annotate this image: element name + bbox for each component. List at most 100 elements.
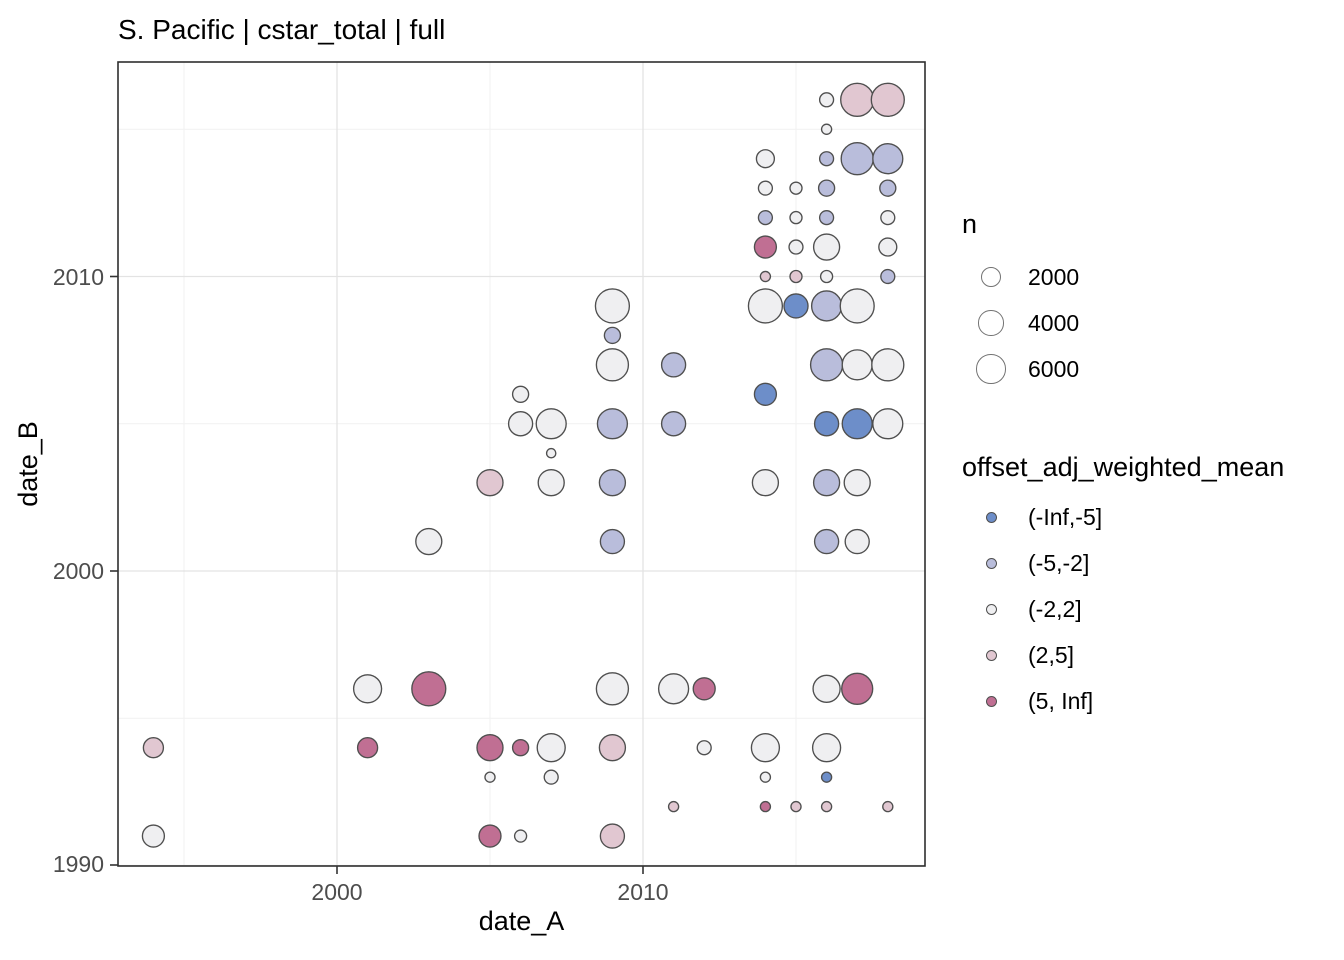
data-point: [537, 468, 565, 497]
data-point: [880, 209, 896, 226]
data-point: [839, 288, 875, 324]
data-point: [696, 740, 712, 756]
data-point: [594, 288, 631, 324]
data-point: [507, 411, 534, 437]
data-point: [753, 235, 778, 259]
data-point: [840, 82, 875, 117]
data-point: [484, 771, 496, 783]
color-legend-label: (-Inf,-5]: [1028, 504, 1103, 530]
data-point: [352, 674, 383, 704]
data-point: [882, 800, 894, 813]
data-point: [818, 209, 835, 226]
data-point: [819, 269, 834, 284]
data-point: [811, 733, 842, 763]
data-point: [820, 771, 833, 783]
data-point: [790, 800, 802, 813]
data-point: [813, 411, 840, 437]
data-point: [871, 348, 905, 382]
data-point: [598, 734, 627, 762]
data-point: [142, 737, 165, 759]
data-point: [141, 824, 166, 848]
chart-title: S. Pacific | cstar_total | full: [118, 14, 446, 45]
data-point: [870, 82, 905, 117]
data-point: [880, 268, 896, 285]
data-point: [356, 737, 379, 759]
data-point: [759, 270, 772, 283]
data-point: [599, 528, 626, 555]
data-point: [603, 326, 622, 345]
data-point: [789, 181, 803, 195]
data-point: [476, 734, 504, 762]
data-point: [872, 408, 904, 440]
data-point: [415, 527, 443, 556]
data-point: [595, 348, 630, 382]
data-point: [478, 824, 502, 848]
data-point: [783, 293, 809, 319]
color-legend-dot: [985, 603, 997, 615]
data-point: [843, 468, 871, 497]
data-point: [818, 151, 835, 167]
data-point: [757, 180, 774, 196]
size-legend-title: n: [962, 209, 978, 239]
data-point: [759, 771, 772, 783]
data-point: [789, 210, 803, 225]
y-tick-label: 1990: [52, 851, 104, 877]
color-legend-dot: [985, 695, 997, 707]
x-tick-label: 2010: [617, 879, 669, 905]
x-tick-label: 2000: [311, 879, 363, 905]
data-point: [841, 672, 874, 705]
data-point: [513, 829, 528, 843]
data-point: [820, 800, 833, 813]
data-point: [810, 290, 843, 322]
data-point: [511, 385, 530, 403]
data-point: [536, 733, 566, 763]
panel-background: [118, 62, 925, 866]
data-point: [411, 671, 447, 707]
data-point: [751, 468, 780, 497]
data-point: [820, 123, 833, 135]
data-point: [788, 239, 804, 255]
data-point: [759, 800, 772, 813]
color-legend-label: (-2,2]: [1028, 596, 1082, 622]
size-legend-label: 4000: [1028, 310, 1080, 336]
data-point: [809, 348, 844, 382]
color-legend-label: (5, Inf]: [1028, 688, 1094, 714]
color-legend-label: (-5,-2]: [1028, 550, 1090, 576]
color-legend-dot: [985, 649, 997, 661]
data-point: [535, 408, 567, 440]
x-axis-title: date_A: [478, 906, 565, 936]
data-point: [841, 349, 873, 381]
data-point: [755, 149, 776, 169]
data-point: [789, 269, 803, 284]
panel-border: [117, 61, 926, 867]
data-point: [872, 143, 904, 175]
data-point: [818, 92, 835, 108]
data-point: [750, 733, 781, 763]
data-point: [660, 352, 687, 378]
data-point: [841, 408, 873, 440]
y-axis-title: date_B: [13, 421, 43, 507]
size-legend-circle: [978, 310, 1004, 336]
data-point: [660, 411, 687, 437]
color-legend-dot: [985, 511, 997, 523]
size-legend-circle: [976, 354, 1006, 384]
data-point: [813, 528, 840, 555]
data-point: [667, 800, 680, 813]
data-point: [817, 179, 836, 197]
data-point: [543, 769, 559, 785]
data-point: [598, 468, 627, 497]
data-point: [747, 288, 784, 324]
data-point: [476, 468, 504, 497]
data-point: [812, 468, 841, 497]
data-point: [599, 823, 626, 849]
data-point: [757, 209, 774, 226]
color-legend-dot: [985, 557, 997, 569]
data-point: [812, 233, 841, 261]
data-point: [595, 672, 630, 706]
color-legend-label: (2,5]: [1028, 642, 1075, 668]
data-point: [878, 237, 898, 257]
size-legend-label: 6000: [1028, 356, 1080, 382]
size-legend-circle: [980, 266, 1001, 287]
